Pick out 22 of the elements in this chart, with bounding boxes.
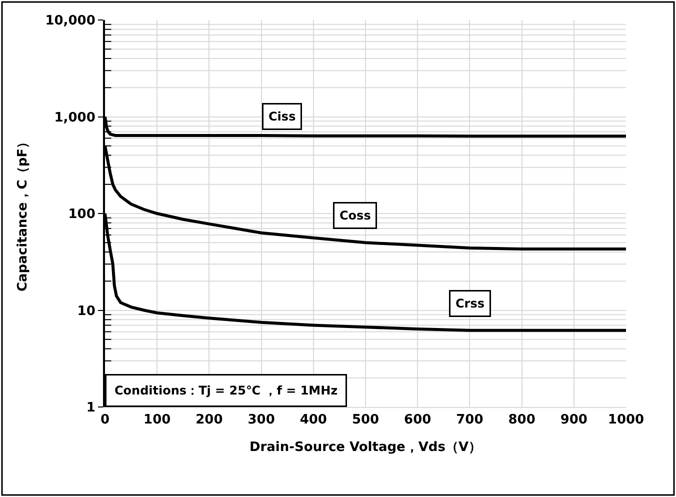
- y-tick-label: 100: [68, 207, 96, 222]
- x-tick-label: 500: [352, 412, 380, 428]
- x-tick-label: 100: [144, 412, 171, 428]
- x-tick-label: 200: [196, 412, 223, 428]
- x-tick-label: 400: [300, 412, 327, 428]
- y-tick-label: 1: [86, 400, 96, 416]
- annotation: Ciss: [268, 110, 296, 124]
- x-tick-label: 900: [560, 412, 588, 428]
- y-tick-label: 10,000: [45, 14, 96, 29]
- y-axis-title: Capacitance，C（pF）: [16, 135, 31, 292]
- x-tick-label: 1000: [608, 412, 644, 428]
- x-tick-label: 600: [404, 412, 432, 428]
- x-tick-label: 800: [508, 412, 536, 428]
- x-tick-label: 700: [456, 412, 484, 428]
- x-axis-title: Drain-Source Voltage，Vds（V）: [249, 440, 482, 456]
- x-tick-label: 300: [248, 412, 275, 428]
- y-tick-label: 1,000: [54, 110, 96, 126]
- annotation: Conditions：Tj = 25℃ ，f = 1MHz: [114, 384, 338, 398]
- annotation: Coss: [340, 208, 371, 222]
- y-tick-label: 10: [77, 304, 96, 319]
- x-tick-label: 0: [100, 412, 110, 428]
- annotation: Crss: [456, 296, 485, 310]
